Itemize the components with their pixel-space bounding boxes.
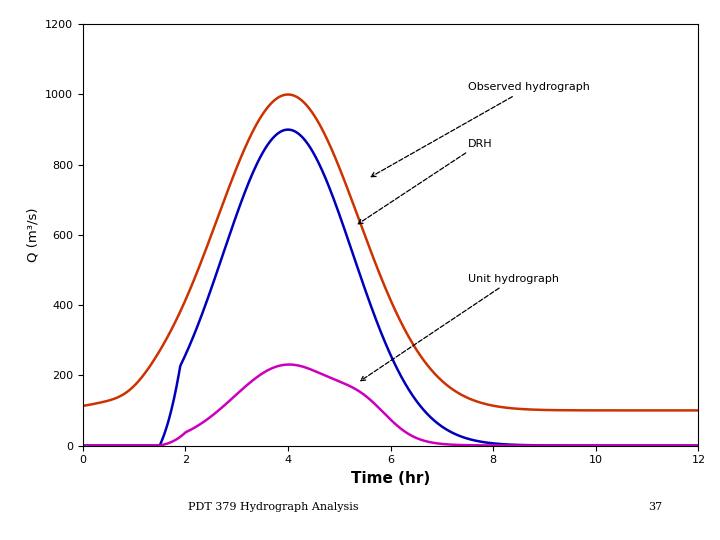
Text: PDT 379 Hydrograph Analysis: PDT 379 Hydrograph Analysis	[189, 502, 359, 512]
Text: DRH: DRH	[358, 139, 492, 224]
Text: 37: 37	[648, 502, 662, 512]
X-axis label: Time (hr): Time (hr)	[351, 471, 431, 486]
Y-axis label: Q (m³/s): Q (m³/s)	[27, 208, 40, 262]
Text: Unit hydrograph: Unit hydrograph	[361, 274, 559, 381]
Text: Observed hydrograph: Observed hydrograph	[371, 83, 590, 177]
